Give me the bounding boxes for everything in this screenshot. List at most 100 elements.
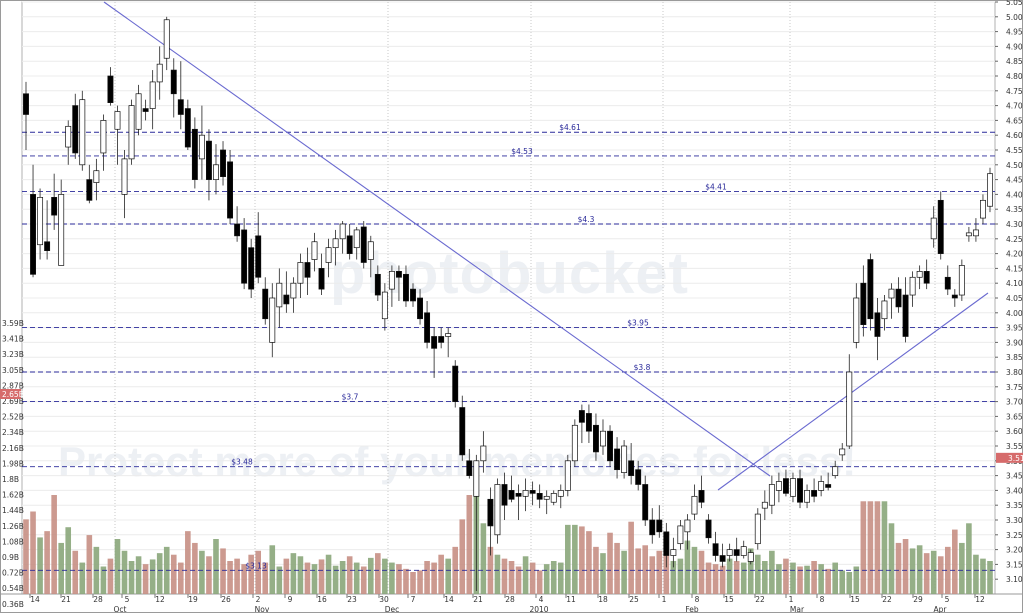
month-label: Dec — [385, 605, 400, 613]
candle-up — [37, 197, 44, 246]
volume-bar — [65, 527, 72, 594]
candle-down — [902, 294, 909, 337]
candle-down — [205, 140, 212, 180]
volume-bar — [944, 546, 951, 594]
volume-bar — [501, 558, 508, 594]
date-tick-label: 11 — [566, 595, 576, 604]
candle-down — [86, 179, 93, 201]
trendlines — [103, 1, 989, 491]
price-tick-label: 4.95 — [1006, 28, 1023, 37]
volume-bar — [227, 561, 233, 594]
candle-up — [297, 262, 304, 284]
volume-bar — [79, 562, 86, 594]
candle-down — [614, 448, 621, 471]
candle-down — [459, 407, 466, 456]
candle-up — [128, 105, 135, 160]
volume-bar — [818, 564, 824, 594]
volume-bar — [642, 545, 649, 594]
candle-down — [431, 336, 438, 349]
volume-bar — [325, 554, 332, 594]
volume-bar — [839, 570, 846, 594]
volume-bar — [86, 535, 93, 594]
volume-bar — [832, 562, 838, 594]
volume-tick-label: 2.52B — [2, 413, 24, 422]
volume-bar — [860, 501, 867, 594]
date-tick-label: 28 — [505, 595, 515, 604]
candle-down — [360, 226, 367, 263]
candle-up — [980, 199, 986, 219]
date-tick-label: 30 — [379, 595, 389, 604]
price-tick-label: 4.55 — [1006, 146, 1023, 155]
price-tick-label: 3.45 — [1006, 472, 1023, 481]
price-tick-label: 3.10 — [1006, 575, 1023, 584]
candle-up — [930, 217, 937, 240]
volume-bar — [382, 558, 388, 594]
candle-down — [944, 276, 951, 290]
candle-down — [578, 410, 585, 423]
candle-up — [839, 448, 846, 456]
price-tick-label: 3.35 — [1006, 501, 1023, 510]
volume-bar — [375, 553, 381, 594]
volume-bar — [30, 511, 36, 594]
volume-bar — [529, 562, 536, 594]
candle-down — [30, 194, 36, 275]
candle-down — [860, 282, 867, 325]
candle-up — [846, 371, 853, 447]
volume-bar — [740, 562, 747, 594]
candle-down — [951, 294, 958, 299]
volume-bar — [952, 529, 958, 594]
volume-bar — [846, 572, 853, 594]
candle-up — [290, 282, 297, 299]
volume-bar — [980, 558, 986, 594]
level-label: $3.7 — [342, 393, 359, 402]
price-tick-label: 4.45 — [1006, 176, 1023, 185]
candle-up — [550, 493, 557, 503]
price-tick-label: 3.65 — [1006, 412, 1023, 421]
volume-bar — [586, 531, 592, 594]
candle-up — [156, 63, 163, 83]
candle-up — [149, 81, 156, 109]
volume-bar — [902, 539, 909, 594]
candle-up — [564, 460, 571, 491]
date-tick-label: 26 — [221, 595, 231, 604]
price-tick-label: 4.30 — [1006, 220, 1023, 229]
volume-bar — [987, 561, 993, 594]
candle-down — [487, 498, 494, 527]
volume-bar — [389, 562, 395, 594]
volume-bar — [304, 562, 311, 594]
volume-bar — [804, 565, 810, 594]
volume-bar — [747, 548, 754, 594]
candle-down — [403, 273, 409, 302]
candle-down — [72, 105, 79, 154]
volume-bar — [797, 566, 803, 594]
candle-down — [346, 235, 353, 254]
candle-up — [311, 241, 318, 260]
date-tick-label: 5 — [125, 595, 130, 604]
level-label: $4.61 — [559, 123, 581, 132]
volume-bar — [156, 553, 163, 594]
date-tick-label: 12 — [975, 595, 985, 604]
candle-up — [677, 525, 684, 545]
candle-down — [283, 294, 290, 305]
candle-down — [733, 549, 740, 556]
volume-tick-label: 1.26B — [2, 522, 24, 531]
volume-bar — [403, 568, 409, 594]
candle-down — [23, 93, 29, 115]
volume-bar — [536, 570, 543, 594]
candle-up — [114, 111, 121, 130]
month-label: Apr — [934, 605, 948, 613]
level-label: $3.48 — [231, 458, 253, 467]
volume-bar — [424, 561, 430, 594]
candle-up — [881, 300, 888, 320]
candle-up — [367, 241, 374, 260]
volume-bar — [895, 542, 902, 594]
candle-down — [241, 229, 248, 284]
volume-highlight-label: 2.65B — [2, 390, 24, 399]
volume-bar — [121, 550, 128, 594]
price-tick-label: 4.25 — [1006, 235, 1023, 244]
price-tick-label: 3.15 — [1006, 560, 1023, 569]
price-tick-label: 3.85 — [1006, 353, 1023, 362]
volume-bar — [100, 566, 107, 594]
date-tick-label: 19 — [188, 595, 198, 604]
volume-bar — [135, 556, 142, 594]
